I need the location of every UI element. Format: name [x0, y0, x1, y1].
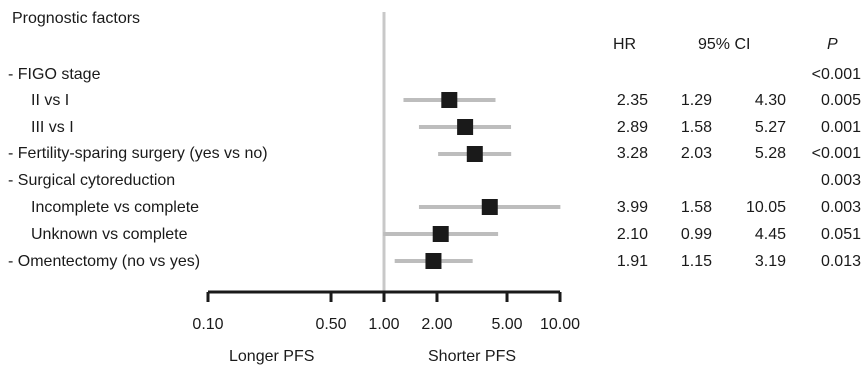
row-label: Incomplete vs complete [31, 199, 200, 216]
ci-low-value: 2.03 [680, 145, 712, 162]
hr-marker [481, 199, 498, 215]
longer-pfs-label: Longer PFS [229, 348, 315, 365]
ci-high-value: 4.45 [754, 226, 786, 243]
x-tick-label: 0.10 [192, 316, 223, 333]
shorter-pfs-label: Shorter PFS [428, 348, 517, 365]
row-label: Unknown vs complete [31, 226, 188, 243]
ci-high-value: 3.19 [754, 253, 786, 270]
p-value: 0.003 [820, 199, 861, 216]
ci-high-value: 10.05 [745, 199, 786, 216]
hr-header: HR [613, 36, 637, 53]
x-tick-label: 1.00 [368, 316, 399, 333]
ci-high-value: 5.27 [754, 119, 786, 136]
p-value: 0.001 [820, 119, 861, 136]
factors-title: Prognostic factors [12, 10, 141, 27]
p-value: 0.005 [820, 92, 861, 109]
ci-high-value: 4.30 [754, 92, 786, 109]
ci-low-value: 1.58 [680, 119, 712, 136]
p-value: <0.001 [811, 145, 861, 162]
row-label: - Omentectomy (no vs yes) [8, 253, 201, 270]
ci-low-value: 0.99 [680, 226, 712, 243]
hr-marker [457, 119, 474, 135]
hr-value: 2.35 [616, 92, 648, 109]
p-value: 0.003 [820, 172, 861, 189]
x-tick-label: 10.00 [540, 316, 580, 333]
hr-marker [425, 253, 442, 269]
hr-value: 3.28 [616, 145, 648, 162]
hr-value: 2.89 [616, 119, 648, 136]
ci-header: 95% CI [698, 36, 751, 53]
row-label: - Surgical cytoreduction [8, 172, 176, 189]
ci-low-value: 1.29 [680, 92, 712, 109]
p-value: 0.013 [820, 253, 861, 270]
ci-high-value: 5.28 [754, 145, 786, 162]
hr-marker [432, 226, 449, 242]
hr-value: 2.10 [616, 226, 648, 243]
x-tick-label: 0.50 [315, 316, 346, 333]
p-value: <0.001 [811, 66, 861, 83]
p-header: P [827, 36, 838, 53]
row-label: II vs I [31, 92, 70, 109]
hr-marker [466, 146, 483, 162]
row-label: III vs I [31, 119, 74, 136]
ci-low-value: 1.15 [680, 253, 712, 270]
hr-value: 1.91 [616, 253, 648, 270]
x-tick-label: 5.00 [491, 316, 522, 333]
row-label: - Fertility-sparing surgery (yes vs no) [8, 145, 268, 162]
x-tick-label: 2.00 [421, 316, 452, 333]
p-value: 0.051 [820, 226, 861, 243]
row-label: - FIGO stage [8, 66, 101, 83]
ci-low-value: 1.58 [680, 199, 712, 216]
hr-value: 3.99 [616, 199, 648, 216]
hr-marker [441, 92, 458, 108]
